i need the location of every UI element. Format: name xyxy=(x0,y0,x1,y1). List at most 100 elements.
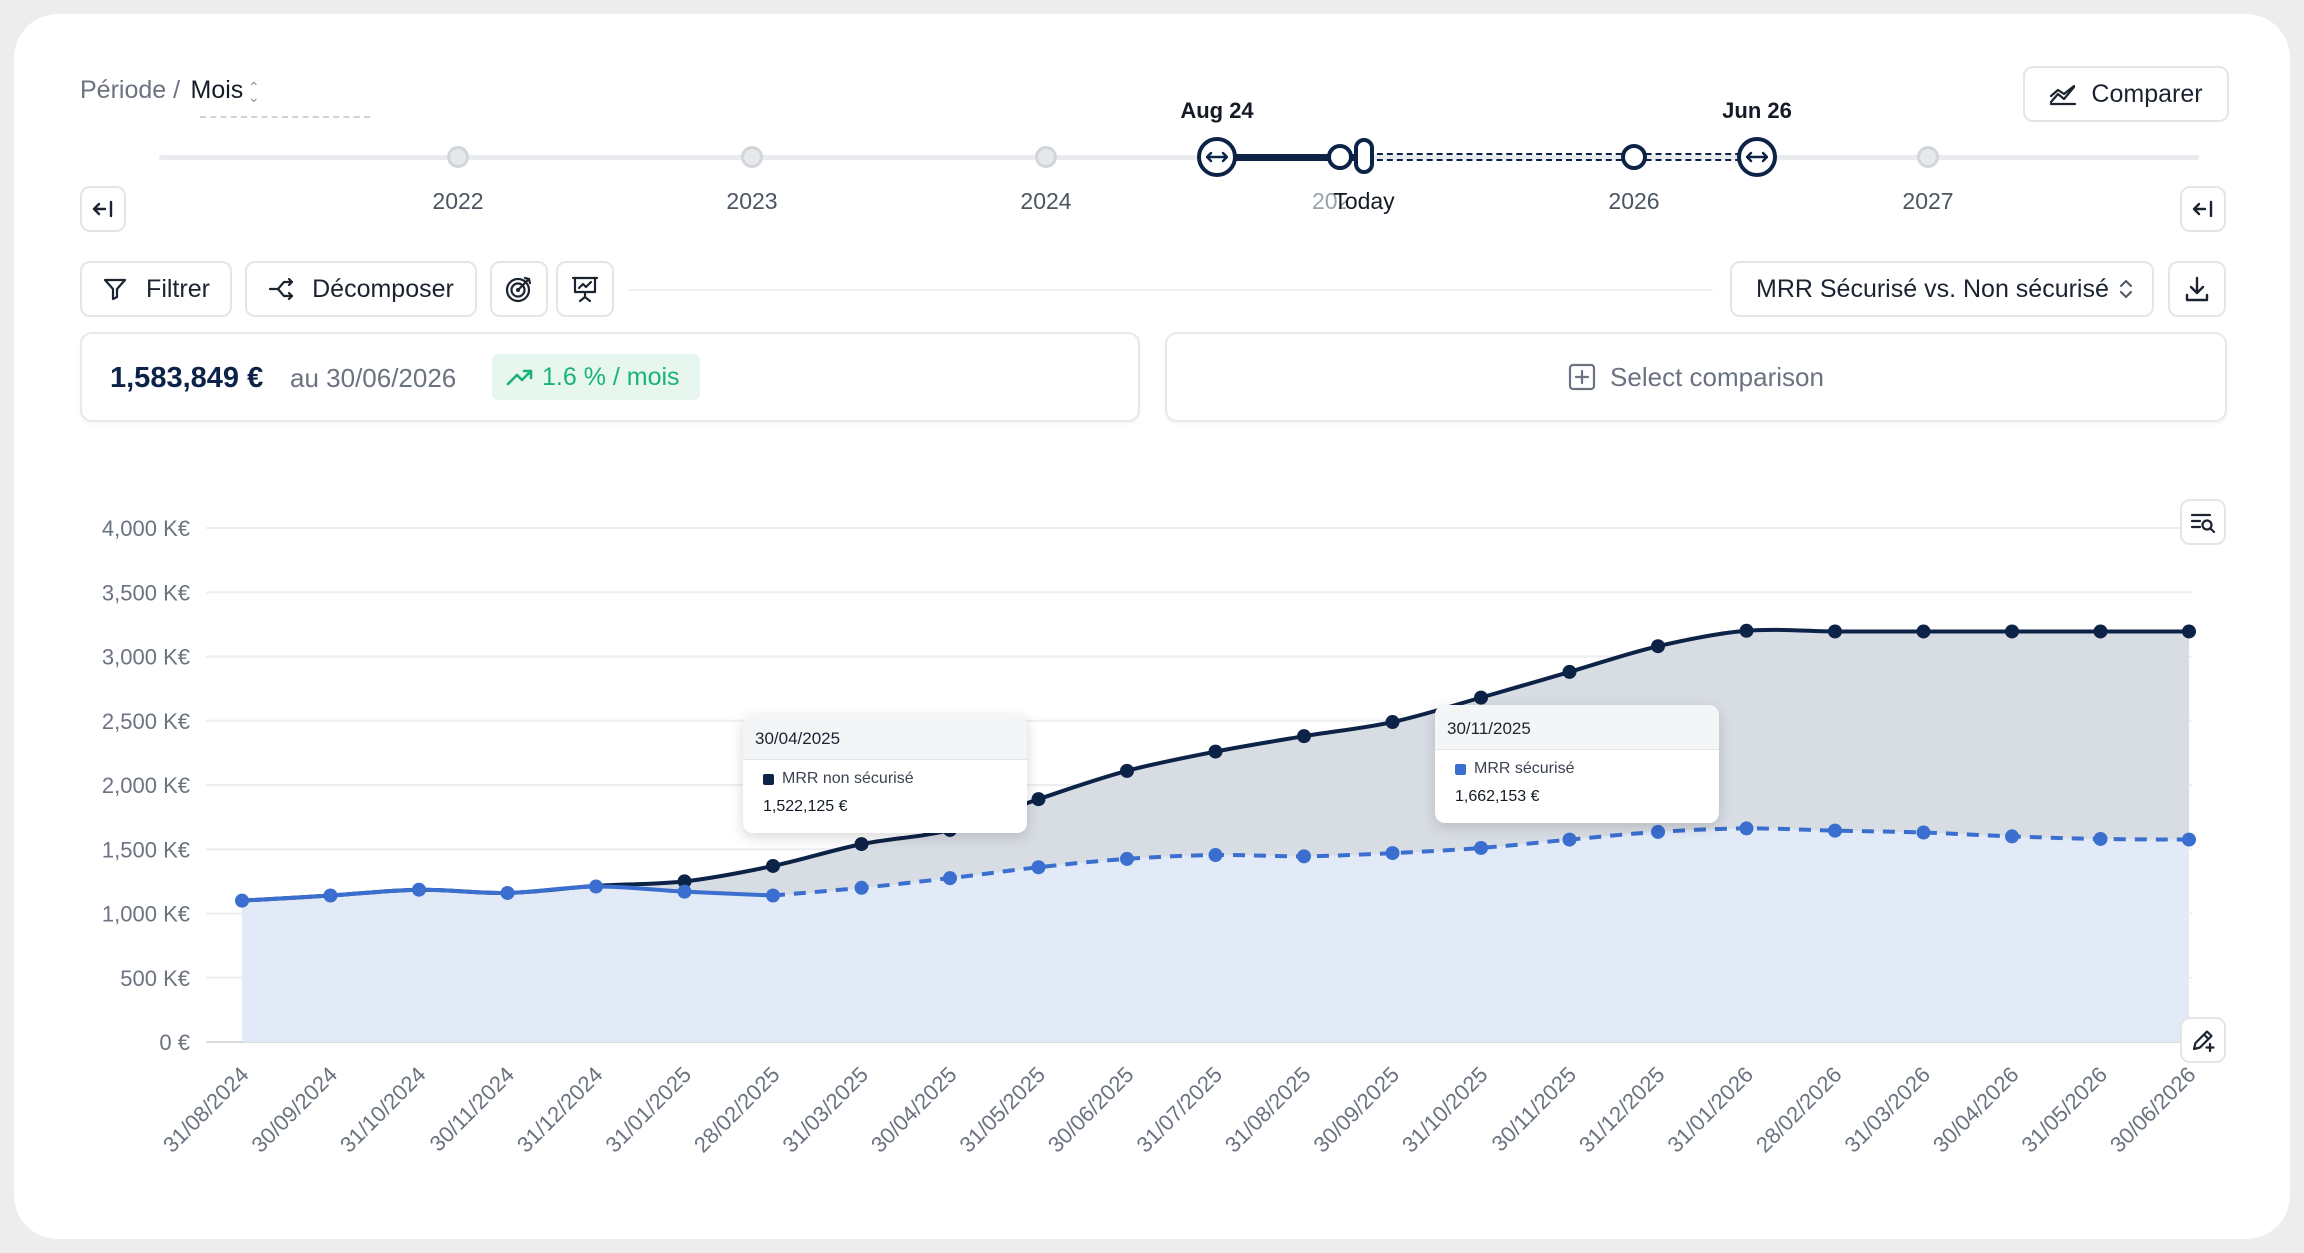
data-point-non-secure xyxy=(1828,624,1842,639)
period-label: Période / xyxy=(80,76,181,104)
data-point-secure xyxy=(1120,851,1134,866)
x-tick-label: 31/03/2026 xyxy=(1839,1062,1935,1158)
metric-select-value: MRR Sécurisé vs. Non sécurisé xyxy=(1756,274,2109,303)
x-tick-label: 28/02/2026 xyxy=(1751,1062,1847,1158)
x-tick-label: 28/02/2025 xyxy=(689,1062,785,1158)
data-point-non-secure xyxy=(854,837,869,852)
chart-edit-button[interactable] xyxy=(2180,1017,2226,1063)
download-button[interactable] xyxy=(2168,261,2226,317)
data-point-secure xyxy=(2005,829,2019,844)
timeline-back-button-left[interactable] xyxy=(80,186,126,232)
data-point-secure xyxy=(412,882,426,897)
range-end-label: Jun 26 xyxy=(1722,98,1792,123)
tooltip-value: 1,662,153 € xyxy=(1455,788,1540,805)
filter-label: Filtrer xyxy=(146,274,210,303)
chart-search-button[interactable] xyxy=(2180,499,2226,545)
year-dot-2024[interactable] xyxy=(1035,146,1057,168)
x-tick-label: 30/06/2026 xyxy=(2105,1062,2201,1158)
timeline-back-button-right[interactable] xyxy=(2180,186,2226,232)
y-tick-label: 500 K€ xyxy=(120,966,190,991)
data-point-secure xyxy=(1828,823,1842,838)
data-point-secure xyxy=(500,885,515,900)
y-tick-label: 3,500 K€ xyxy=(102,580,190,605)
comparison-card[interactable]: Select comparison xyxy=(1165,332,2227,422)
data-point-secure xyxy=(854,880,869,895)
data-point-non-secure xyxy=(1562,664,1577,679)
kpi-card: 1,583,849 € au 30/06/2026 1.6 % / mois xyxy=(80,332,1140,422)
x-tick-label: 30/11/2024 xyxy=(425,1062,519,1156)
today-marker[interactable] xyxy=(1354,138,1374,174)
filter-button[interactable]: Filtrer xyxy=(80,261,232,317)
timeline-range-dashed xyxy=(1357,153,1771,161)
y-tick-label: 2,500 K€ xyxy=(102,709,190,734)
x-tick-label: 31/01/2026 xyxy=(1662,1062,1758,1158)
x-tick-label: 30/04/2025 xyxy=(866,1062,962,1158)
x-tick-label: 31/08/2024 xyxy=(158,1062,254,1158)
data-point-non-secure xyxy=(1385,715,1400,730)
series-line-secure-forecast xyxy=(772,826,2190,898)
data-point-secure xyxy=(1031,860,1046,875)
updown-icon: ⌃ ⌄ xyxy=(248,79,260,105)
data-point-secure xyxy=(1297,849,1311,864)
y-tick-label: 1,000 K€ xyxy=(102,902,190,927)
compare-button[interactable]: Comparer xyxy=(2023,66,2229,122)
tooltip-date: 30/04/2025 xyxy=(743,715,1027,760)
data-point-non-secure xyxy=(2182,624,2196,639)
y-tick-label: 4,000 K€ xyxy=(102,516,190,541)
year-label-2027: 2027 xyxy=(1902,188,1954,214)
timeline[interactable]: Aug 24 Jun 26 2022 2023 2024 2025 Today … xyxy=(14,14,2290,244)
x-tick-label: 31/01/2025 xyxy=(600,1062,696,1158)
mrr-chart: 0 € 500 K€ 1,000 K€ 1,500 K€ 2,000 K€ 2,500 K… xyxy=(102,516,2201,1158)
resize-horizontal-icon xyxy=(1206,151,1228,163)
range-start-label: Aug 24 xyxy=(1180,98,1254,123)
y-tick-label: 1,500 K€ xyxy=(102,837,190,862)
app-window: Période / Mois ⌃ ⌄ Aug 24 Jun 26 2022 202… xyxy=(14,14,2290,1239)
add-square-icon xyxy=(1568,363,1596,391)
data-point-non-secure xyxy=(1297,729,1311,744)
period-selector[interactable]: Période / Mois ⌃ ⌄ xyxy=(80,76,370,120)
target-button[interactable] xyxy=(490,261,548,317)
data-point-non-secure xyxy=(1120,763,1134,778)
data-point-secure xyxy=(2182,832,2196,847)
today-label: Today xyxy=(1333,188,1395,214)
compare-label: Comparer xyxy=(2091,79,2203,108)
year-label-2025: 2025 xyxy=(1312,188,1346,214)
x-tick-label: 30/09/2024 xyxy=(246,1062,342,1158)
data-point-secure xyxy=(766,888,780,903)
tooltip-series: MRR sécurisé xyxy=(1474,760,1575,777)
metric-select[interactable]: MRR Sécurisé vs. Non sécurisé xyxy=(1730,261,2154,317)
year-dot-2027[interactable] xyxy=(1917,146,1939,168)
period-value[interactable]: Mois xyxy=(190,76,244,104)
data-point-non-secure xyxy=(677,874,692,889)
download-icon xyxy=(2185,276,2209,302)
range-start-handle[interactable] xyxy=(1197,137,1237,177)
data-point-secure xyxy=(1208,848,1223,863)
kpi-value: 1,583,849 € xyxy=(110,362,264,394)
year-label-2023: 2023 xyxy=(726,188,778,214)
data-point-non-secure xyxy=(1208,744,1223,759)
x-tick-label: 30/04/2026 xyxy=(1928,1062,2024,1158)
year-dot-2022[interactable] xyxy=(447,146,469,168)
year-dot-2025[interactable] xyxy=(1327,144,1353,170)
trend-up-icon xyxy=(506,369,533,386)
tooltip-series: MRR non sécurisé xyxy=(782,770,914,787)
timeline-range-solid xyxy=(1217,154,1357,161)
data-point-secure xyxy=(943,871,957,886)
timeline-track xyxy=(159,155,2199,160)
decompose-button[interactable]: Décomposer xyxy=(245,261,477,317)
x-tick-label: 31/12/2024 xyxy=(512,1062,608,1158)
range-end-handle[interactable] xyxy=(1737,137,1777,177)
x-tick-label: 31/05/2025 xyxy=(954,1062,1050,1158)
data-point-non-secure xyxy=(1916,624,1931,639)
data-point-secure xyxy=(323,888,338,903)
data-point-non-secure xyxy=(766,858,780,873)
year-dot-2026[interactable] xyxy=(1621,144,1647,170)
data-point-secure xyxy=(1474,840,1488,855)
presentation-button[interactable] xyxy=(556,261,614,317)
updown-chevron-icon xyxy=(2120,279,2132,299)
data-point-non-secure xyxy=(1651,639,1665,654)
year-dot-2023[interactable] xyxy=(741,146,763,168)
y-tick-label: 2,000 K€ xyxy=(102,773,190,798)
data-point-non-secure xyxy=(2093,624,2108,639)
trend-badge: 1.6 % / mois xyxy=(492,354,700,400)
